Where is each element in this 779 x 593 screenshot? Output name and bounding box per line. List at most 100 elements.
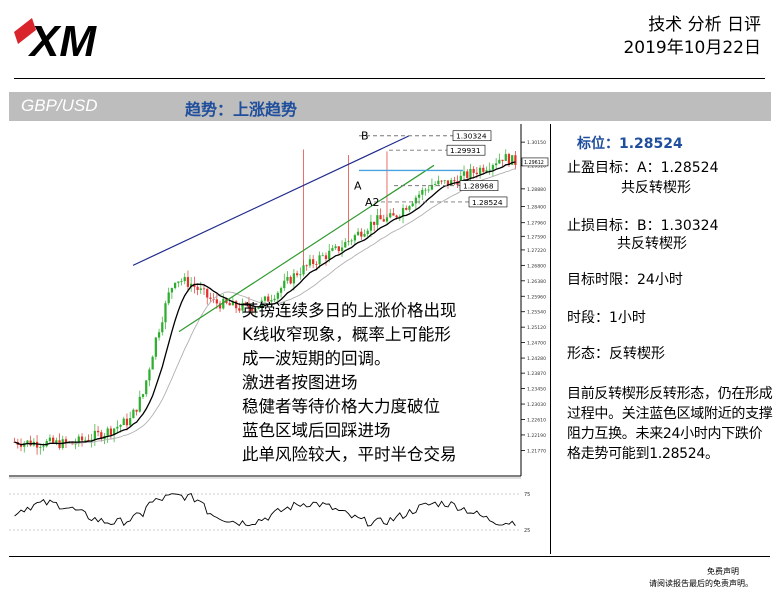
y-tick-label: 1.28400 xyxy=(527,205,546,211)
y-tick-label: 1.25960 xyxy=(527,294,546,300)
candle-body xyxy=(389,213,392,218)
candle-body xyxy=(450,180,453,186)
candle-body xyxy=(347,241,350,243)
candle-body xyxy=(318,255,321,265)
level-label: 1.29931 xyxy=(450,146,481,155)
candle-body xyxy=(125,418,129,426)
candle-body xyxy=(382,219,385,222)
candle-body xyxy=(19,444,23,447)
candle-body xyxy=(308,259,312,266)
candle-body xyxy=(360,231,363,237)
analysis-description: 目前反转楔形反转形态，仍在形成过程中。关注蓝色区域附近的支撑阻力互换。未来24小… xyxy=(567,386,773,462)
currency-pair: GBP/USD xyxy=(21,96,98,115)
candle-body xyxy=(398,216,401,218)
candle-body xyxy=(276,292,279,299)
level-box xyxy=(446,144,486,156)
panel-divider xyxy=(550,124,551,554)
candle-body xyxy=(251,307,254,312)
candle-body xyxy=(424,189,427,191)
last-price-tag xyxy=(521,157,549,167)
candle-body xyxy=(302,265,305,275)
title-bar: GBP/USD 趋势：上涨趋势 xyxy=(9,92,771,121)
candle-body xyxy=(247,303,251,308)
y-tick-label: 1.26800 xyxy=(527,263,546,269)
candle-body xyxy=(209,297,212,299)
candle-body xyxy=(161,322,164,333)
marker-b: B xyxy=(361,130,369,143)
candle-body xyxy=(193,283,196,287)
annotation-line: K线收窄现象，概率上可能形 xyxy=(242,325,451,344)
y-tick-label: 1.23450 xyxy=(527,387,546,393)
annotation-line: 英镑连续多日的上涨价格出现 xyxy=(242,301,457,320)
candle-body xyxy=(488,169,491,171)
candle-body xyxy=(148,369,151,381)
candle-body xyxy=(475,172,478,174)
candle-body xyxy=(392,213,395,216)
xm-logo: XM xyxy=(14,17,97,62)
candle-body xyxy=(167,292,170,304)
candle-body xyxy=(122,418,125,426)
take-profit-label: 止盈目标：A：1.28524 xyxy=(567,160,719,176)
candle-body xyxy=(472,168,475,173)
report-title: 技术 分析 日评 xyxy=(648,15,761,35)
candle-body xyxy=(283,280,286,289)
y-tick-label: 1.27590 xyxy=(527,234,546,240)
y-tick-label: 1.23030 xyxy=(527,402,546,408)
candle-body xyxy=(222,298,225,309)
candle-body xyxy=(45,441,48,447)
candle-body xyxy=(132,409,135,419)
level-box xyxy=(452,130,492,142)
candle-body xyxy=(257,307,260,309)
y-tick-label: 1.27220 xyxy=(527,248,546,254)
candle-body xyxy=(289,276,292,284)
candle-body xyxy=(462,171,466,176)
annotation-line: 成一波短期的回调。 xyxy=(242,349,391,368)
candle-body xyxy=(331,248,334,251)
candle-body xyxy=(430,184,434,190)
candle-body xyxy=(376,215,379,225)
candle-body xyxy=(507,154,511,165)
y-tick-label: 1.25120 xyxy=(527,325,546,331)
candle-body xyxy=(491,165,495,170)
candle-body xyxy=(39,446,42,448)
report-date: 2019年10月22日 xyxy=(623,38,761,58)
candle-body xyxy=(340,247,344,252)
pattern: 形态：反转楔形 xyxy=(567,346,665,362)
candle-body xyxy=(324,255,328,260)
stop-loss-label: 止损目标：B：1.30324 xyxy=(567,218,719,234)
candle-body xyxy=(511,155,514,165)
stop-loss-sub: 共反转楔形 xyxy=(617,236,687,252)
candle-body xyxy=(77,436,80,444)
annotation-line: 蓝色区域后回踩进场 xyxy=(242,421,391,440)
candle-body xyxy=(80,436,84,441)
candle-body xyxy=(180,281,183,282)
candle-body xyxy=(190,283,193,287)
candle-body xyxy=(417,194,421,198)
candle-body xyxy=(112,428,116,435)
candle-body xyxy=(495,163,498,166)
candle-body xyxy=(401,207,405,217)
level-label: 1.28968 xyxy=(463,182,494,191)
annotation-line: 此单风险较大，平时半仓交易 xyxy=(242,445,457,464)
level-box xyxy=(459,180,499,191)
level-label: 1.28524 xyxy=(472,198,503,207)
candle-body xyxy=(328,250,331,260)
y-tick-label: 1.25540 xyxy=(527,310,546,316)
candle-body xyxy=(263,296,267,301)
candle-body xyxy=(35,441,39,448)
candle-body xyxy=(446,180,450,186)
oscillator-line xyxy=(14,493,516,527)
candle-body xyxy=(29,440,32,446)
candle-body xyxy=(244,302,247,304)
candle-body xyxy=(215,299,218,304)
candle-body xyxy=(23,443,26,447)
candle-body xyxy=(135,409,138,412)
candle-body xyxy=(129,418,132,426)
candle-body xyxy=(93,430,96,440)
y-tick-label: 1.21770 xyxy=(527,448,546,454)
candle-body xyxy=(363,234,366,237)
candle-body xyxy=(177,281,180,283)
candle-body xyxy=(228,302,231,306)
candle-body xyxy=(411,203,414,207)
trend-label: 趋势：上涨趋势 xyxy=(185,100,298,119)
